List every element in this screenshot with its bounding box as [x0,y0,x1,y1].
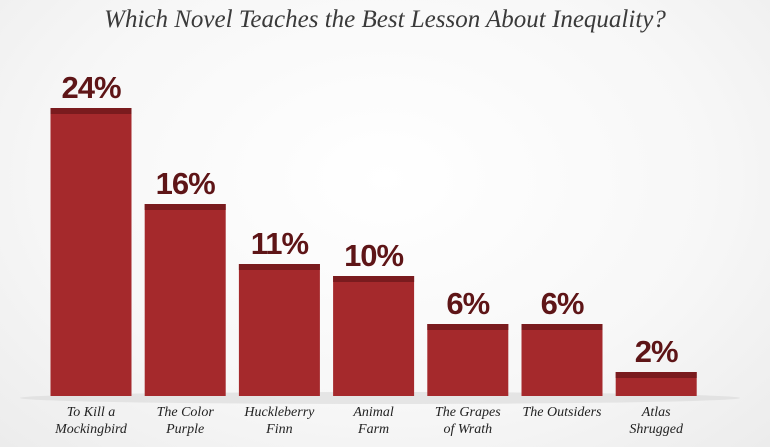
bar-cap [521,324,603,330]
x-tick-label: To Kill a Mockingbird [55,405,127,437]
value-label: 6% [541,286,584,321]
bar-cap [144,204,226,210]
bar [427,324,509,396]
value-label: 16% [156,166,215,201]
bar-cap [615,372,697,378]
x-tick-label: The Color Purple [156,405,214,437]
value-label: 6% [446,286,489,321]
bar-cap [427,324,509,330]
bar [50,108,132,396]
x-tick-label: Animal Farm [353,405,394,437]
bar-cap [50,108,132,114]
x-tick-label: Huckleberry Finn [244,405,315,437]
value-label: 10% [344,238,403,273]
value-label: 11% [251,226,309,261]
bar [333,276,415,396]
x-tick-label: The Grapes of Wrath [434,405,501,437]
bar [521,324,603,396]
bar-cap [333,276,415,282]
bar [144,204,226,396]
chart-title: Which Novel Teaches the Best Lesson Abou… [104,6,666,33]
value-label: 2% [635,334,678,369]
x-tick-label: The Outsiders [522,405,602,420]
x-tick-label: Atlas Shrugged [629,405,684,437]
value-label: 24% [61,70,120,105]
bar [238,264,320,396]
bar-cap [238,264,320,270]
